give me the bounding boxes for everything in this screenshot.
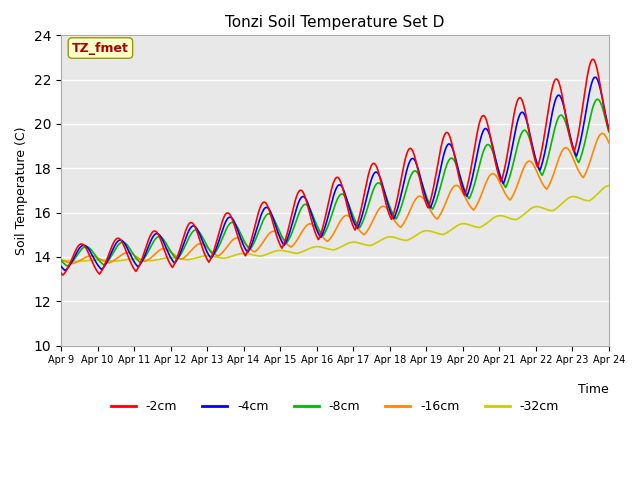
-16cm (351, 221, 358, 227)
-4cm (494, 167, 502, 172)
-16cm (57, 257, 65, 263)
-8cm (605, 129, 612, 135)
-8cm (572, 154, 580, 160)
-32cm (351, 240, 358, 245)
Line: -8cm: -8cm (61, 99, 609, 266)
-16cm (598, 131, 606, 136)
Title: Tonzi Soil Temperature Set D: Tonzi Soil Temperature Set D (225, 15, 445, 30)
-2cm (59, 272, 67, 278)
-32cm (557, 202, 564, 208)
-2cm (57, 270, 65, 276)
-32cm (363, 242, 371, 248)
Line: -4cm: -4cm (61, 77, 609, 271)
-8cm (63, 263, 71, 269)
-16cm (605, 140, 612, 145)
-4cm (572, 152, 580, 158)
-32cm (74, 259, 82, 264)
-16cm (572, 162, 580, 168)
-4cm (605, 126, 612, 132)
-2cm (363, 179, 371, 185)
-4cm (210, 251, 218, 256)
-16cm (68, 261, 76, 266)
-4cm (57, 264, 65, 269)
-4cm (591, 74, 599, 80)
-2cm (605, 127, 612, 133)
-8cm (593, 96, 601, 102)
-4cm (557, 94, 564, 100)
Line: -2cm: -2cm (61, 60, 609, 275)
-2cm (351, 227, 358, 233)
Line: -32cm: -32cm (61, 186, 609, 262)
-32cm (572, 194, 580, 200)
-16cm (494, 177, 502, 182)
-16cm (210, 251, 218, 256)
-8cm (57, 257, 65, 263)
-2cm (494, 171, 502, 177)
-16cm (363, 229, 371, 235)
Y-axis label: Soil Temperature (C): Soil Temperature (C) (15, 126, 28, 255)
-2cm (572, 143, 580, 148)
-4cm (363, 194, 371, 200)
-4cm (351, 221, 358, 227)
-2cm (589, 57, 596, 62)
-4cm (61, 268, 69, 274)
-8cm (363, 207, 371, 213)
-16cm (557, 151, 564, 157)
-2cm (210, 247, 218, 253)
-2cm (557, 85, 564, 91)
Legend: -2cm, -4cm, -8cm, -16cm, -32cm: -2cm, -4cm, -8cm, -16cm, -32cm (106, 396, 564, 418)
-32cm (605, 183, 612, 189)
-32cm (57, 258, 65, 264)
-8cm (557, 112, 564, 118)
-8cm (494, 167, 502, 172)
-32cm (210, 254, 218, 260)
-32cm (494, 213, 502, 219)
Text: TZ_fmet: TZ_fmet (72, 42, 129, 55)
-8cm (351, 217, 358, 223)
Line: -16cm: -16cm (61, 133, 609, 264)
Text: Time: Time (578, 383, 609, 396)
-8cm (210, 252, 218, 257)
